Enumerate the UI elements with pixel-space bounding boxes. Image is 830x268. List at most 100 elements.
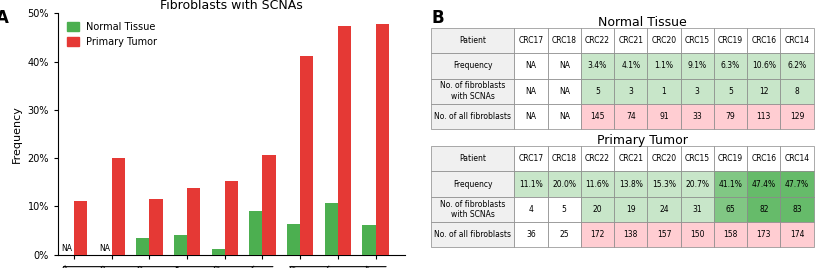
Bar [338, 26, 351, 255]
Text: 31: 31 [692, 205, 702, 214]
FancyBboxPatch shape [747, 172, 780, 197]
Text: 4.1%: 4.1% [621, 61, 640, 70]
Text: CRC22: CRC22 [585, 154, 610, 163]
Text: 3.4%: 3.4% [588, 61, 607, 70]
FancyBboxPatch shape [747, 28, 780, 53]
Text: 11.1%: 11.1% [519, 180, 543, 189]
Text: 20.0%: 20.0% [552, 180, 576, 189]
Text: 5: 5 [728, 87, 733, 96]
Text: B: B [432, 9, 444, 27]
FancyBboxPatch shape [548, 28, 581, 53]
Text: CRC22: CRC22 [585, 36, 610, 45]
FancyBboxPatch shape [581, 53, 614, 79]
Bar [74, 201, 87, 255]
FancyBboxPatch shape [614, 222, 647, 247]
FancyBboxPatch shape [747, 222, 780, 247]
Text: A: A [0, 9, 8, 27]
Text: 82: 82 [759, 205, 769, 214]
FancyBboxPatch shape [515, 79, 548, 104]
FancyBboxPatch shape [714, 104, 747, 129]
FancyBboxPatch shape [714, 79, 747, 104]
Text: 20.7%: 20.7% [686, 180, 710, 189]
FancyBboxPatch shape [548, 146, 581, 172]
FancyBboxPatch shape [647, 28, 681, 53]
Text: 172: 172 [590, 230, 605, 239]
Text: 15.3%: 15.3% [652, 180, 676, 189]
Bar [325, 203, 338, 255]
FancyBboxPatch shape [647, 146, 681, 172]
FancyBboxPatch shape [780, 197, 813, 222]
FancyBboxPatch shape [548, 53, 581, 79]
FancyBboxPatch shape [714, 172, 747, 197]
FancyBboxPatch shape [581, 104, 614, 129]
Text: No. of all fibroblasts: No. of all fibroblasts [434, 112, 511, 121]
FancyBboxPatch shape [432, 222, 515, 247]
FancyBboxPatch shape [432, 53, 515, 79]
Text: Normal Tissue: Normal Tissue [598, 16, 686, 29]
Text: 129: 129 [790, 112, 804, 121]
Y-axis label: Frequency: Frequency [12, 105, 22, 163]
FancyBboxPatch shape [581, 222, 614, 247]
Text: CRC15: CRC15 [685, 36, 710, 45]
FancyBboxPatch shape [432, 197, 515, 222]
FancyBboxPatch shape [581, 28, 614, 53]
FancyBboxPatch shape [647, 172, 681, 197]
FancyBboxPatch shape [681, 28, 714, 53]
Text: 174: 174 [790, 230, 804, 239]
Text: 5: 5 [562, 205, 567, 214]
FancyBboxPatch shape [714, 28, 747, 53]
FancyBboxPatch shape [747, 104, 780, 129]
FancyBboxPatch shape [515, 172, 548, 197]
Text: 47.7%: 47.7% [785, 180, 809, 189]
Bar [300, 56, 314, 255]
Bar [363, 225, 376, 255]
FancyBboxPatch shape [515, 146, 548, 172]
Bar [287, 224, 300, 255]
Text: Frequency: Frequency [453, 180, 492, 189]
FancyBboxPatch shape [614, 28, 647, 53]
Text: NA: NA [559, 87, 569, 96]
FancyBboxPatch shape [647, 53, 681, 79]
Text: 157: 157 [657, 230, 671, 239]
Text: Primary Tumor: Primary Tumor [597, 134, 688, 147]
Bar [262, 155, 276, 255]
Text: No. of fibroblasts
with SCNAs: No. of fibroblasts with SCNAs [440, 81, 505, 101]
FancyBboxPatch shape [614, 197, 647, 222]
FancyBboxPatch shape [780, 222, 813, 247]
FancyBboxPatch shape [780, 53, 813, 79]
FancyBboxPatch shape [432, 28, 515, 53]
Text: 173: 173 [757, 230, 771, 239]
Text: No. of all fibroblasts: No. of all fibroblasts [434, 230, 511, 239]
Text: 10.6%: 10.6% [752, 61, 776, 70]
FancyBboxPatch shape [614, 146, 647, 172]
FancyBboxPatch shape [581, 146, 614, 172]
FancyBboxPatch shape [515, 53, 548, 79]
Text: Patient: Patient [459, 36, 486, 45]
FancyBboxPatch shape [581, 172, 614, 197]
Bar [136, 238, 149, 255]
Text: NA: NA [100, 244, 110, 253]
FancyBboxPatch shape [714, 197, 747, 222]
FancyBboxPatch shape [681, 197, 714, 222]
Text: NA: NA [61, 244, 73, 253]
FancyBboxPatch shape [647, 104, 681, 129]
FancyBboxPatch shape [681, 53, 714, 79]
Text: CRC17: CRC17 [519, 154, 544, 163]
Text: 113: 113 [757, 112, 771, 121]
Text: CRC20: CRC20 [652, 36, 676, 45]
FancyBboxPatch shape [614, 172, 647, 197]
Text: 79: 79 [725, 112, 735, 121]
FancyBboxPatch shape [614, 104, 647, 129]
Text: 25: 25 [559, 230, 569, 239]
FancyBboxPatch shape [614, 53, 647, 79]
FancyBboxPatch shape [747, 53, 780, 79]
Text: 5: 5 [595, 87, 600, 96]
Bar [173, 235, 187, 255]
Text: 12: 12 [759, 87, 769, 96]
FancyBboxPatch shape [681, 222, 714, 247]
FancyBboxPatch shape [548, 104, 581, 129]
FancyBboxPatch shape [432, 146, 515, 172]
FancyBboxPatch shape [548, 172, 581, 197]
FancyBboxPatch shape [548, 197, 581, 222]
FancyBboxPatch shape [714, 222, 747, 247]
